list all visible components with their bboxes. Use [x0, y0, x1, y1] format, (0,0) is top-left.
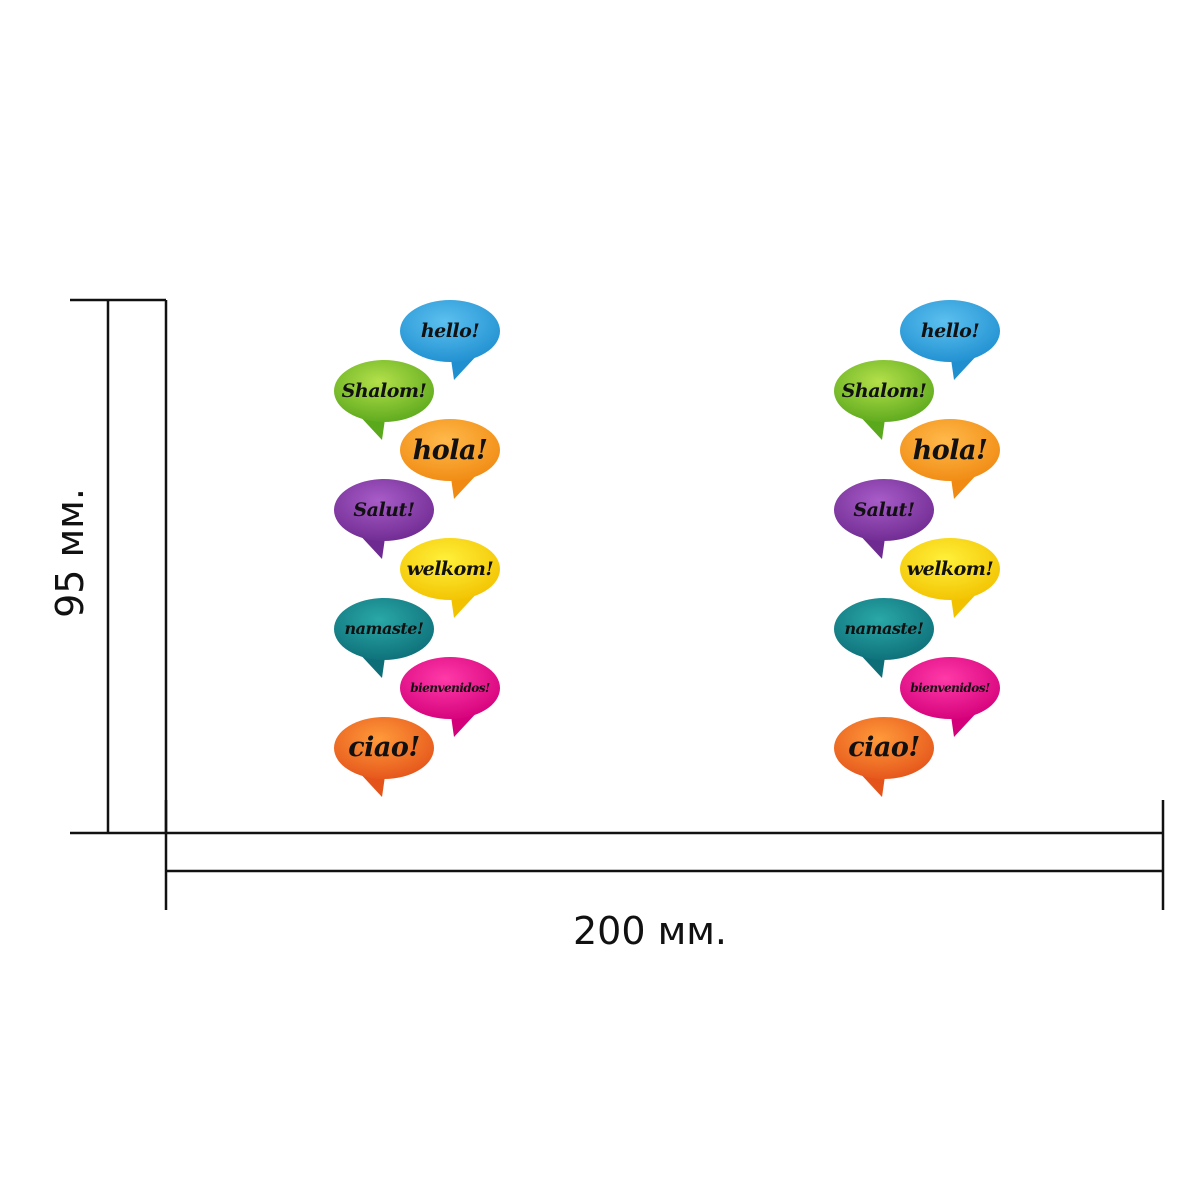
speech-bubble-icon [400, 300, 500, 380]
speech-bubble: ciao! [834, 716, 936, 799]
bubble-text: Shalom! [841, 379, 927, 402]
speech-bubble: hola! [400, 419, 502, 501]
speech-bubble-icon [834, 716, 934, 797]
bubble-text: hola! [912, 434, 988, 466]
speech-bubble: Shalom! [834, 359, 936, 442]
bubble-text: bienvenidos! [910, 681, 990, 695]
speech-bubble: namaste! [834, 597, 936, 680]
speech-bubble-icon [900, 300, 1000, 380]
speech-bubble: welkom! [900, 538, 1002, 620]
bubble-text: hello! [420, 320, 480, 342]
speech-bubble: Salut! [834, 478, 936, 561]
bubble-text: Salut! [353, 498, 415, 521]
bubble-text: ciao! [348, 732, 420, 763]
width-label: 200 мм. [572, 909, 728, 953]
speech-bubble: bienvenidos! [900, 657, 1002, 739]
speech-bubble-icon [834, 359, 934, 440]
speech-bubble-icon [834, 597, 934, 678]
bubble-text: namaste! [844, 619, 924, 638]
bubble-text: hello! [920, 320, 980, 342]
bubble-text: Shalom! [341, 379, 427, 402]
speech-bubble: Salut! [334, 478, 436, 561]
speech-bubble-icon [334, 359, 434, 440]
speech-bubble: ciao! [334, 716, 436, 799]
bubble-text: Salut! [853, 498, 915, 521]
bubble-text: ciao! [848, 732, 920, 763]
speech-bubble-icon [334, 597, 434, 678]
height-label: 95 мм. [48, 488, 92, 618]
speech-bubble: welkom! [400, 538, 502, 620]
speech-bubble-icon [400, 419, 500, 499]
speech-bubble-icon [400, 657, 500, 737]
bubble-text: welkom! [406, 558, 494, 580]
speech-bubble: hola! [900, 419, 1002, 501]
speech-bubble-icon [900, 657, 1000, 737]
speech-bubble-icon [334, 716, 434, 797]
speech-bubble: hello! [400, 300, 502, 382]
bubble-text: welkom! [906, 558, 994, 580]
bubble-text: bienvenidos! [410, 681, 490, 695]
speech-bubble-icon [334, 478, 434, 559]
speech-bubble: Shalom! [334, 359, 436, 442]
bubble-text: hola! [412, 434, 488, 466]
speech-bubble: namaste! [334, 597, 436, 680]
speech-bubble-icon [900, 538, 1000, 618]
bubble-text: namaste! [344, 619, 424, 638]
speech-bubble: bienvenidos! [400, 657, 502, 739]
speech-bubble-icon [900, 419, 1000, 499]
speech-bubble: hello! [900, 300, 1002, 382]
speech-bubble-icon [400, 538, 500, 618]
speech-bubble-icon [834, 478, 934, 559]
